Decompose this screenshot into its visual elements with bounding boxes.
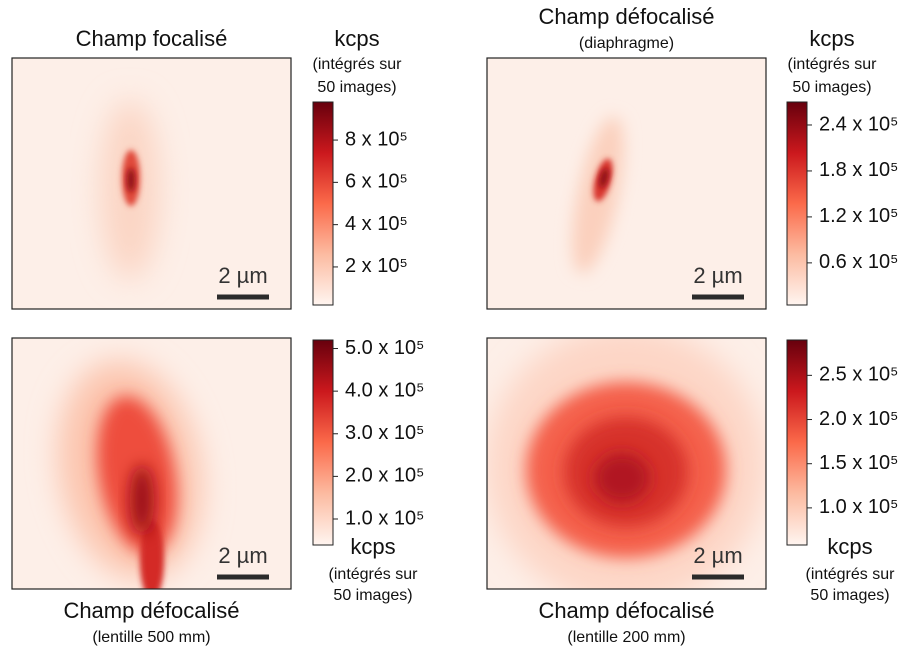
colorbar-tick-label: 1.5 x 10⁵ bbox=[819, 452, 898, 474]
colorbar-label: (intégrés sur bbox=[313, 56, 403, 73]
heatmap-image bbox=[487, 338, 766, 589]
colorbar-label: (intégrés sur bbox=[329, 566, 419, 583]
heatmap-blob bbox=[594, 453, 650, 503]
colorbar-label: (intégrés sur bbox=[788, 56, 878, 73]
colorbar bbox=[786, 339, 808, 546]
heatmap-frame bbox=[11, 57, 292, 310]
colorbar bbox=[312, 339, 334, 546]
colorbar-label: kcps bbox=[827, 534, 872, 559]
colorbar-tick-label: 2.4 x 10⁵ bbox=[819, 113, 898, 135]
colorbar-tick-label: 2.5 x 10⁵ bbox=[819, 364, 898, 386]
heatmap-image bbox=[487, 58, 766, 309]
panel-subtitle: (lentille 200 mm) bbox=[567, 629, 685, 646]
heatmap-background bbox=[487, 58, 766, 309]
colorbar-tick-label: 1.8 x 10⁵ bbox=[819, 159, 898, 181]
colorbar-tick-label: 0.6 x 10⁵ bbox=[819, 251, 898, 273]
colorbar-label: 50 images) bbox=[317, 79, 396, 96]
colorbar-tick-label: 1.0 x 10⁵ bbox=[819, 496, 898, 518]
colorbar-tick-label: 2 x 10⁵ bbox=[345, 255, 408, 277]
panel-title: Champ défocalisé bbox=[63, 598, 239, 623]
panel-subtitle: (lentille 500 mm) bbox=[92, 629, 210, 646]
colorbar-tick-label: 2.0 x 10⁵ bbox=[345, 465, 424, 487]
colorbar-label: kcps bbox=[809, 26, 854, 51]
colorbar-label: 50 images) bbox=[333, 587, 412, 604]
colorbar-tick-label: 2.0 x 10⁵ bbox=[819, 408, 898, 430]
colorbar-tick-label: 6 x 10⁵ bbox=[345, 171, 408, 193]
colorbar-label: 50 images) bbox=[810, 587, 889, 604]
colorbar-tick-label: 8 x 10⁵ bbox=[345, 128, 408, 150]
panel-title: Champ défocalisé bbox=[538, 4, 714, 29]
colorbar-label: kcps bbox=[334, 26, 379, 51]
colorbar-label: kcps bbox=[350, 534, 395, 559]
colorbar-tick-label: 1.0 x 10⁵ bbox=[345, 507, 424, 529]
scale-bar-label: 2 µm bbox=[218, 263, 267, 288]
heatmap-blob bbox=[140, 520, 164, 589]
colorbar bbox=[786, 101, 808, 306]
panel-subtitle: (diaphragme) bbox=[579, 35, 674, 52]
colorbar bbox=[312, 101, 334, 306]
scale-bar-label: 2 µm bbox=[693, 263, 742, 288]
heatmap-image bbox=[12, 338, 291, 589]
colorbar-label: 50 images) bbox=[792, 79, 871, 96]
colorbar-tick-label: 1.2 x 10⁵ bbox=[819, 205, 898, 227]
heatmap-blob bbox=[130, 465, 154, 535]
heatmap-frame bbox=[486, 57, 767, 310]
heatmap-frame bbox=[11, 337, 292, 590]
heatmap-blob bbox=[599, 168, 609, 188]
colorbar-tick-label: 3.0 x 10⁵ bbox=[345, 422, 424, 444]
colorbar-tick-label: 4.0 x 10⁵ bbox=[345, 379, 424, 401]
colorbar-tick-label: 5.0 x 10⁵ bbox=[345, 337, 424, 359]
heatmap-blob bbox=[127, 168, 135, 192]
scale-bar-label: 2 µm bbox=[693, 543, 742, 568]
panel-title: Champ focalisé bbox=[76, 26, 228, 51]
heatmap-frame bbox=[486, 337, 767, 590]
panel-title: Champ défocalisé bbox=[538, 598, 714, 623]
colorbar-label: (intégrés sur bbox=[806, 566, 896, 583]
scale-bar-label: 2 µm bbox=[218, 543, 267, 568]
colorbar-tick-label: 4 x 10⁵ bbox=[345, 213, 408, 235]
heatmap-image bbox=[12, 58, 291, 309]
